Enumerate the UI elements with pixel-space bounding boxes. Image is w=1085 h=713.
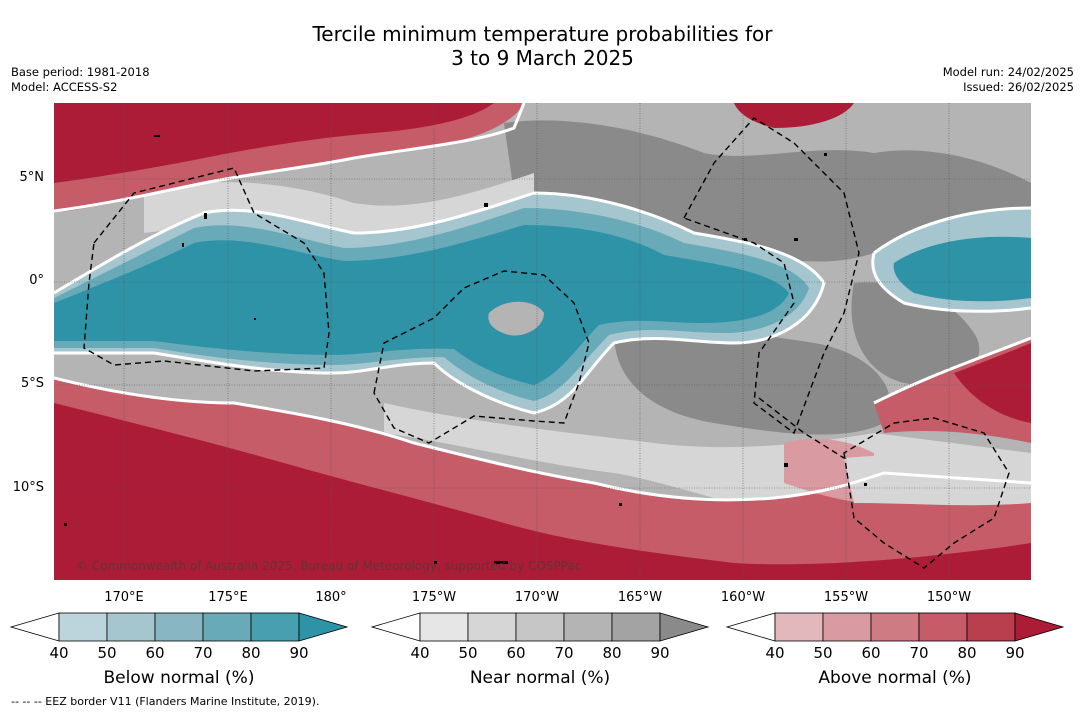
colorbar-segment [250,612,300,642]
below-normal-east-deep [893,236,1031,302]
colorbar-segment [419,612,469,642]
near-tick-90: 90 [650,644,670,662]
near-tick-60: 60 [506,644,526,662]
map-title: Tercile minimum temperature probabilitie… [0,22,1085,70]
colorbar-left-extend [9,612,60,642]
colorbar-above-normal [725,612,1065,642]
contour-line-north [54,103,526,213]
lon-label-180: 180° [315,590,347,605]
below-tick-90: 90 [289,644,309,662]
lon-label-165w: 165°W [617,590,663,605]
above-tick-80: 80 [957,644,977,662]
island-dots [64,135,867,564]
near-tick-70: 70 [554,644,574,662]
below-tick-70: 70 [193,644,213,662]
colorbar-below-normal [9,612,349,642]
colorbar-segment [202,612,252,642]
contour-line-south [54,376,1031,502]
below-tick-40: 40 [49,644,69,662]
colorbar-segment [918,612,968,642]
near-normal-light-southeast [844,454,1031,506]
above-normal-title: Above normal (%) [818,668,972,688]
colorbar-near-normal [370,612,710,642]
contour-line-below [54,191,826,415]
issued-date: Issued: 26/02/2025 [963,79,1074,94]
above-tick-70: 70 [909,644,929,662]
colorbar-segment [966,612,1016,642]
lon-label-150w: 150°W [926,590,972,605]
colorbar-right-extend [1014,612,1065,642]
lat-label-0: 0° [29,273,44,288]
above-tick-60: 60 [861,644,881,662]
colorbar-segment [467,612,517,642]
copyright-notice: © Commonwealth of Australia 2025, Bureau… [76,559,581,573]
near-normal-title: Near normal (%) [469,668,611,688]
meta-left: Base period: 1981-2018 Model: ACCESS-S2 [11,65,150,94]
above-normal-south-deep [54,403,1031,580]
model-name: Model: ACCESS-S2 [11,79,118,94]
colorbar-segment [154,612,204,642]
colorbar-segment [515,612,565,642]
above-tick-50: 50 [813,644,833,662]
above-tick-40: 40 [765,644,785,662]
title-line-1: Tercile minimum temperature probabilitie… [312,22,773,46]
below-tick-60: 60 [145,644,165,662]
colorbar-segment [870,612,920,642]
colorbar-right-extend [298,612,349,642]
near-normal-dark-patch-central [614,328,891,435]
near-tick-40: 40 [410,644,430,662]
colorbar-segment [106,612,156,642]
contour-line-southeast [873,336,1031,405]
lon-label-170e: 170°E [104,590,144,605]
colorbar-left-extend [725,612,776,642]
model-run: Model run: 24/02/2025 [942,65,1074,79]
lon-label-175e: 175°E [208,590,248,605]
near-tick-80: 80 [602,644,622,662]
colorbar-left-extend [370,612,421,642]
contour-line-east [871,206,1031,313]
eez-borders [83,117,1010,569]
near-normal-dark-patch-north [504,120,1031,262]
lat-label-5n: 5°N [19,170,45,185]
meta-right: Model run: 24/02/2025 Issued: 26/02/2025 [943,65,1074,94]
above-normal-northwest-deep [54,103,494,183]
lat-label-10s: 10°S [12,480,44,495]
colorbar-segment [58,612,108,642]
lon-label-170w: 170°W [514,590,560,605]
base-period: Base period: 1981-2018 [11,65,150,79]
colorbar-right-extend [659,612,710,642]
eez-footnote: -- -- -- EEZ border V11 (Flanders Marine… [11,695,320,708]
colorbar-segment [822,612,872,642]
lon-label-160w: 160°W [720,590,766,605]
colorbar-segment [774,612,824,642]
below-normal-deep-band [54,225,789,385]
below-tick-50: 50 [97,644,117,662]
lon-label-155w: 155°W [823,590,869,605]
near-normal-hole [488,301,544,336]
below-normal-title: Below normal (%) [103,668,255,688]
above-normal-north-small [734,103,854,128]
title-line-2: 3 to 9 March 2025 [451,46,634,70]
colorbar-segment [611,612,661,642]
colorbar-segment [563,612,613,642]
below-tick-80: 80 [241,644,261,662]
grid-lines [54,103,1031,580]
above-normal-southeast-deep [954,343,1031,423]
near-tick-50: 50 [458,644,478,662]
lat-label-5s: 5°S [20,376,44,391]
probability-map: © Commonwealth of Australia 2025, Bureau… [54,103,1031,580]
lon-label-175w: 175°W [411,590,457,605]
above-tick-90: 90 [1005,644,1025,662]
